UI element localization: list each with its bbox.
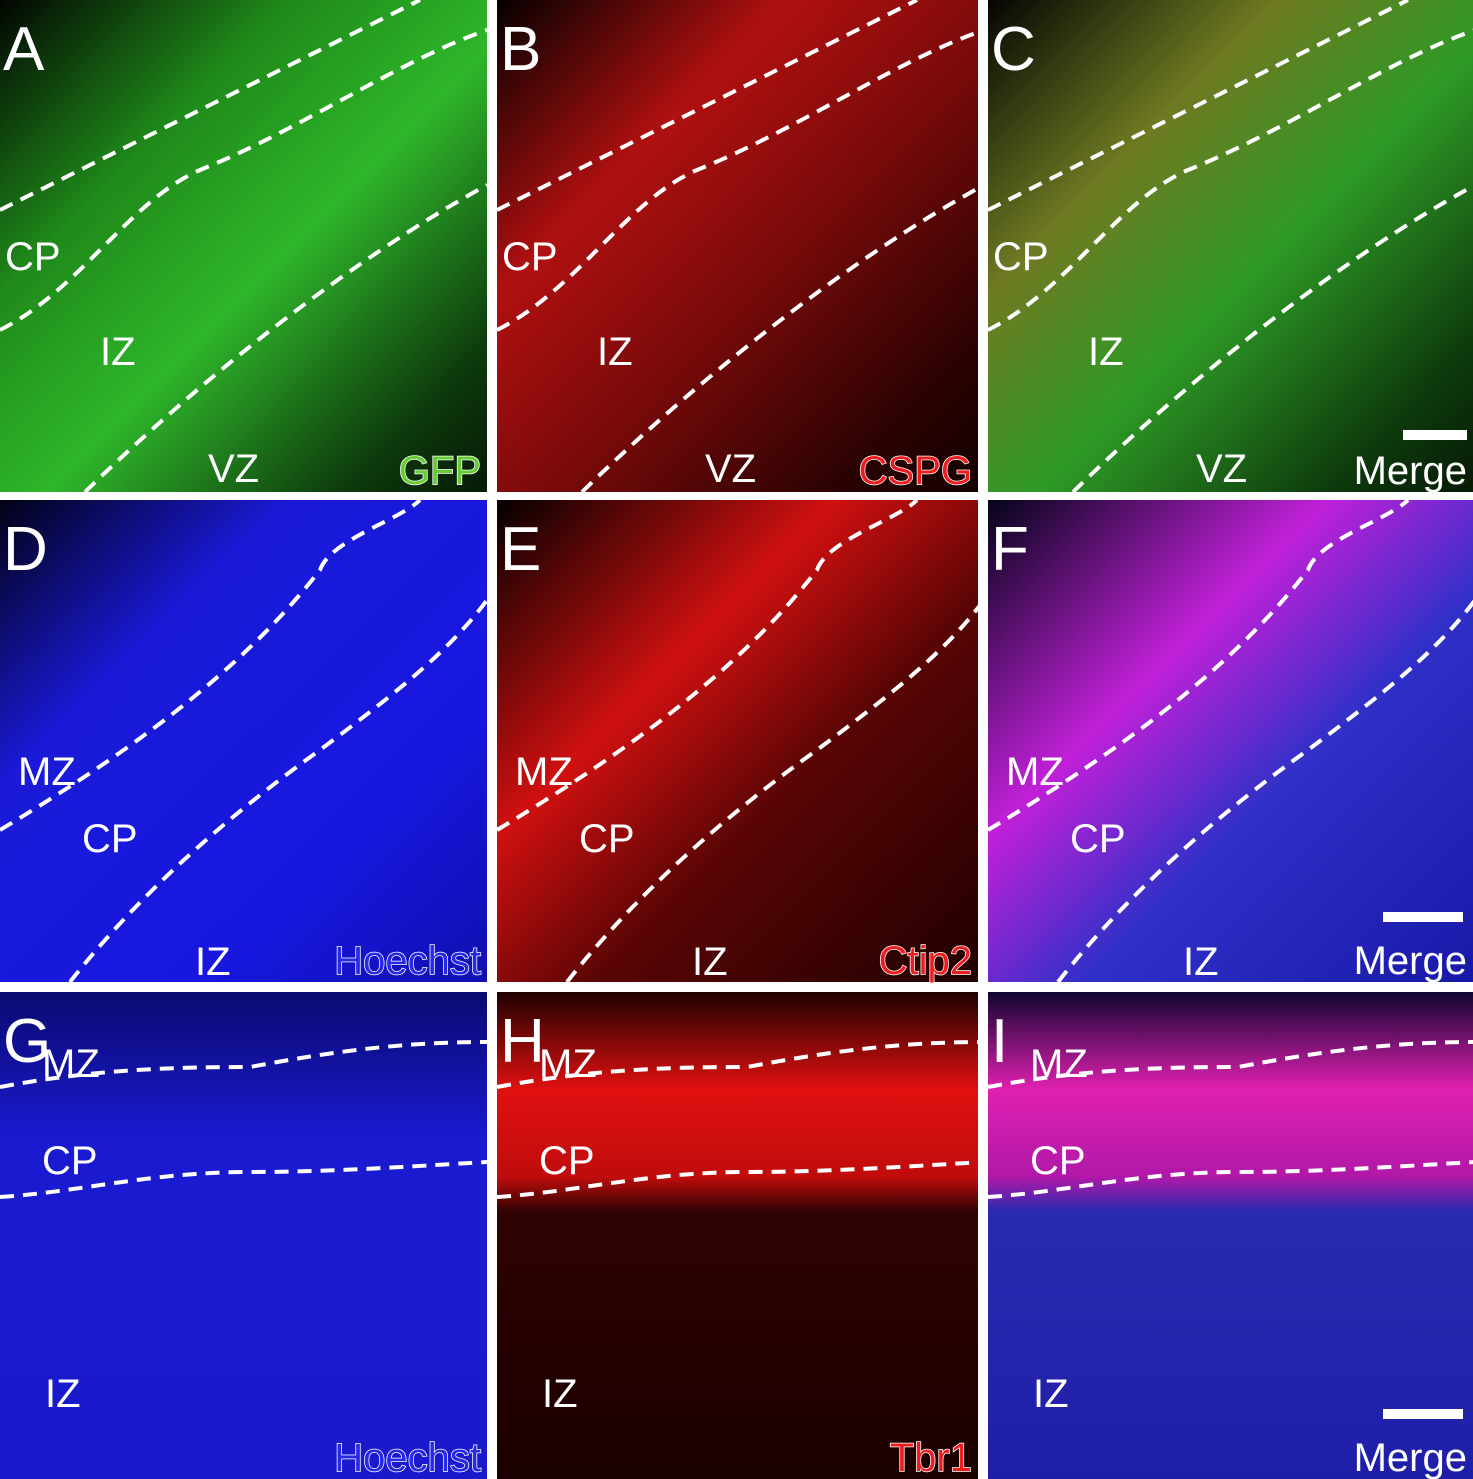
panel-letter: F xyxy=(991,515,1029,584)
region-label: IZ xyxy=(1183,940,1219,984)
stain-label: Merge xyxy=(1354,449,1467,493)
scale-bar xyxy=(1403,430,1467,440)
micrograph xyxy=(497,500,978,982)
region-label: MZ xyxy=(1006,750,1064,794)
layer-boundary xyxy=(1056,599,1473,984)
layer-boundary xyxy=(496,0,918,212)
region-label: MZ xyxy=(515,750,573,794)
stain-label: Hoechst xyxy=(334,1436,481,1479)
region-label: MZ xyxy=(1030,1042,1088,1086)
stain-label: GFP xyxy=(399,449,481,493)
panel-letter: D xyxy=(3,515,48,584)
region-label: IZ xyxy=(1033,1372,1069,1416)
panel-letter: E xyxy=(500,515,541,584)
panel-letter: A xyxy=(3,15,45,84)
panel-letter: I xyxy=(991,1007,1008,1076)
region-label: IZ xyxy=(597,330,633,374)
layer-boundary xyxy=(0,498,422,832)
region-label: CP xyxy=(1030,1139,1086,1183)
panel: A CP IZ VZ GFP xyxy=(0,0,488,494)
region-label: MZ xyxy=(539,1042,597,1086)
scale-bar xyxy=(1383,1409,1463,1419)
region-label: VZ xyxy=(705,447,756,491)
region-label: IZ xyxy=(692,940,728,984)
micrograph xyxy=(988,500,1473,982)
layer-boundary xyxy=(0,1040,488,1089)
layer-boundary xyxy=(496,28,985,332)
layer-boundary xyxy=(987,0,1409,212)
micrograph xyxy=(988,0,1473,492)
layer-boundary xyxy=(580,183,985,494)
panel: I MZ CP IZ Merge xyxy=(987,992,1473,1479)
layer-boundary xyxy=(0,1160,488,1199)
panel: GMZ CP IZ Hoechst xyxy=(0,992,488,1479)
region-label: CP xyxy=(539,1139,595,1183)
panel-letter: B xyxy=(500,15,541,84)
region-label: IZ xyxy=(100,330,136,374)
region-label: VZ xyxy=(208,447,259,491)
layer-boundary xyxy=(987,28,1473,332)
region-label: CP xyxy=(82,817,138,861)
region-label: IZ xyxy=(45,1372,81,1416)
layer-boundary xyxy=(495,498,919,832)
layer-boundary xyxy=(496,1160,985,1199)
region-label: CP xyxy=(579,817,635,861)
layer-boundary xyxy=(83,183,488,494)
layer-boundary xyxy=(0,0,421,212)
stain-label: Merge xyxy=(1354,939,1467,983)
panel-letter: G xyxy=(3,1007,51,1076)
micrograph xyxy=(0,0,487,492)
layer-boundary xyxy=(987,1040,1473,1089)
region-label: IZ xyxy=(1088,330,1124,374)
stain-label: Merge xyxy=(1354,1436,1467,1479)
stain-label: Tbr1 xyxy=(890,1436,972,1479)
panel-letter: C xyxy=(991,15,1036,84)
micrograph xyxy=(0,500,487,982)
panel-letter: H xyxy=(500,1007,545,1076)
region-label: MZ xyxy=(42,1042,100,1086)
region-label: CP xyxy=(502,235,558,279)
region-label: CP xyxy=(993,235,1049,279)
region-label: MZ xyxy=(18,750,76,794)
scale-bar xyxy=(1383,912,1463,922)
panel: B CP IZ VZ CSPG xyxy=(496,0,985,494)
region-label: CP xyxy=(42,1139,98,1183)
region-label: CP xyxy=(5,235,61,279)
panel: C CP IZ VZ Merge xyxy=(987,0,1473,494)
layer-boundary xyxy=(0,28,488,332)
layer-boundary xyxy=(987,1160,1473,1199)
layer-boundary xyxy=(565,598,986,984)
region-label: IZ xyxy=(542,1372,578,1416)
layer-boundary xyxy=(68,598,489,984)
panel: HMZ CP IZ Tbr1 xyxy=(496,992,985,1479)
stain-label: Ctip2 xyxy=(879,939,972,983)
micrograph xyxy=(497,0,978,492)
stain-label: CSPG xyxy=(859,449,972,493)
layer-boundary xyxy=(496,1040,985,1089)
region-label: IZ xyxy=(195,940,231,984)
layer-boundary xyxy=(1071,183,1473,494)
region-label: CP xyxy=(1070,817,1126,861)
stain-label: Hoechst xyxy=(334,939,481,983)
layer-boundary xyxy=(986,498,1410,832)
region-label: VZ xyxy=(1196,447,1247,491)
